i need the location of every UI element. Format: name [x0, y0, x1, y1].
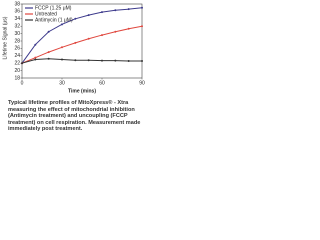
x-tick-label: 30 [59, 80, 65, 86]
y-tick-label: 22 [14, 61, 20, 67]
y-tick-label: 30 [14, 31, 20, 37]
data-point [101, 59, 103, 62]
data-point [74, 59, 77, 62]
series-line [21, 25, 143, 64]
y-axis-label: Lifetime Signal (μs) [2, 16, 8, 59]
data-point [47, 57, 50, 60]
data-point [114, 30, 117, 33]
data-point [61, 23, 63, 26]
x-axis-label: Time (mins) [68, 88, 96, 94]
caption: Typical lifetime profiles of MitoXpress®… [8, 100, 141, 133]
data-point [141, 59, 143, 62]
data-point [87, 37, 90, 40]
series-line [21, 7, 143, 64]
data-point [101, 34, 103, 37]
series-line [21, 58, 142, 64]
data-point [141, 25, 143, 28]
y-tick-label: 32 [14, 24, 20, 30]
data-point [87, 59, 90, 62]
y-tick-label: 26 [14, 46, 20, 52]
legend-label: Antimycin (1 μM) [35, 17, 73, 23]
data-point [74, 17, 77, 20]
y-tick-label: 24 [14, 53, 20, 59]
data-point [21, 62, 23, 65]
data-point [114, 9, 117, 12]
data-point [101, 11, 103, 14]
y-tick-label: 36 [14, 9, 20, 15]
x-tick-label: 0 [21, 80, 24, 86]
x-tick-label: 90 [139, 80, 145, 86]
y-tick-label: 18 [14, 75, 20, 81]
page: {"chart_data": {"type": "line", "ylabel"… [0, 0, 148, 148]
data-point [127, 8, 130, 11]
data-point [61, 46, 63, 49]
data-point [127, 59, 130, 62]
x-tick-label: 60 [99, 80, 105, 86]
y-tick-label: 20 [14, 68, 20, 74]
y-tick-label: 34 [14, 16, 20, 22]
data-point [34, 43, 37, 46]
data-point [127, 27, 130, 30]
y-tick-label: 28 [14, 38, 20, 44]
data-point [87, 14, 90, 17]
data-point [74, 41, 77, 44]
data-point [34, 56, 37, 59]
data-point [47, 51, 50, 54]
data-point [141, 6, 143, 9]
data-point [114, 59, 117, 62]
legend-label: FCCP (1.25 μM) [35, 5, 72, 11]
legend-label: Untreated [35, 11, 57, 17]
data-point [47, 30, 50, 33]
data-point [61, 58, 63, 61]
y-tick-label: 38 [14, 1, 20, 7]
data-point [34, 58, 37, 61]
